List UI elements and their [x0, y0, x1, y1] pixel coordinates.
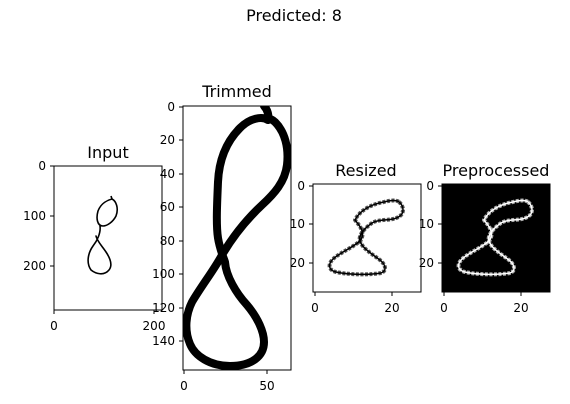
input-ytick-0: 0	[38, 159, 46, 173]
trimmed-ytick-0: 0	[167, 100, 175, 114]
resized-ytick-2: 20	[290, 256, 305, 270]
resized-ytick-0: 0	[297, 179, 305, 193]
panel-title-preprocessed: Preprocessed	[443, 161, 550, 180]
input-xtick-1: 200	[143, 319, 166, 333]
input-ytick-2: 200	[23, 259, 46, 273]
preprocessed-y-axis: 0 10 20	[419, 179, 442, 270]
trimmed-digit-stroke	[183, 106, 291, 370]
preprocessed-digit-core	[457, 199, 533, 276]
preprocessed-x-axis: 0 20	[440, 292, 529, 315]
panel-title-resized: Resized	[335, 161, 396, 180]
preprocessed-xtick-0: 0	[440, 301, 448, 315]
suptitle: Predicted: 8	[246, 6, 342, 25]
trimmed-ytick-3: 60	[160, 200, 175, 214]
resized-ytick-1: 10	[290, 217, 305, 231]
panel-trimmed: Trimmed 0 20 40 60 80 100 120 140	[152, 82, 292, 393]
input-axes-frame	[53, 165, 163, 311]
trimmed-ytick-5: 100	[152, 267, 175, 281]
input-x-axis: 0 200	[50, 310, 165, 333]
trimmed-ytick-7: 140	[152, 334, 175, 348]
resized-xtick-1: 20	[384, 301, 399, 315]
resized-x-axis: 0 20	[311, 292, 400, 315]
panel-resized: Resized 0 10 20 0 20	[290, 161, 422, 315]
trimmed-ytick-1: 20	[160, 133, 175, 147]
trimmed-ytick-4: 80	[160, 234, 175, 248]
resized-digit-core	[328, 199, 404, 276]
trimmed-xtick-1: 50	[259, 379, 274, 393]
panel-title-input: Input	[87, 143, 128, 162]
input-y-axis: 0 100 200	[23, 159, 54, 273]
preprocessed-ytick-1: 10	[419, 217, 434, 231]
preprocessed-xtick-1: 20	[513, 301, 528, 315]
input-digit-stroke	[87, 198, 119, 275]
preprocessed-ytick-0: 0	[426, 179, 434, 193]
input-digit-tail	[110, 195, 113, 200]
panel-input: Input 0 100 200 0 200	[23, 143, 165, 333]
trimmed-ytick-2: 40	[160, 167, 175, 181]
input-ytick-1: 100	[23, 209, 46, 223]
resized-y-axis: 0 10 20	[290, 179, 313, 270]
trimmed-ytick-6: 120	[152, 301, 175, 315]
trimmed-xtick-0: 0	[180, 379, 188, 393]
resized-xtick-0: 0	[311, 301, 319, 315]
preprocessed-ytick-2: 20	[419, 256, 434, 270]
trimmed-y-axis: 0 20 40 60 80 100 120 140	[152, 100, 183, 348]
panel-preprocessed: Preprocessed 0 10 20 0 20	[419, 161, 551, 315]
trimmed-x-axis: 0 50	[180, 370, 275, 393]
panel-title-trimmed: Trimmed	[201, 82, 272, 101]
input-xtick-0: 0	[50, 319, 58, 333]
